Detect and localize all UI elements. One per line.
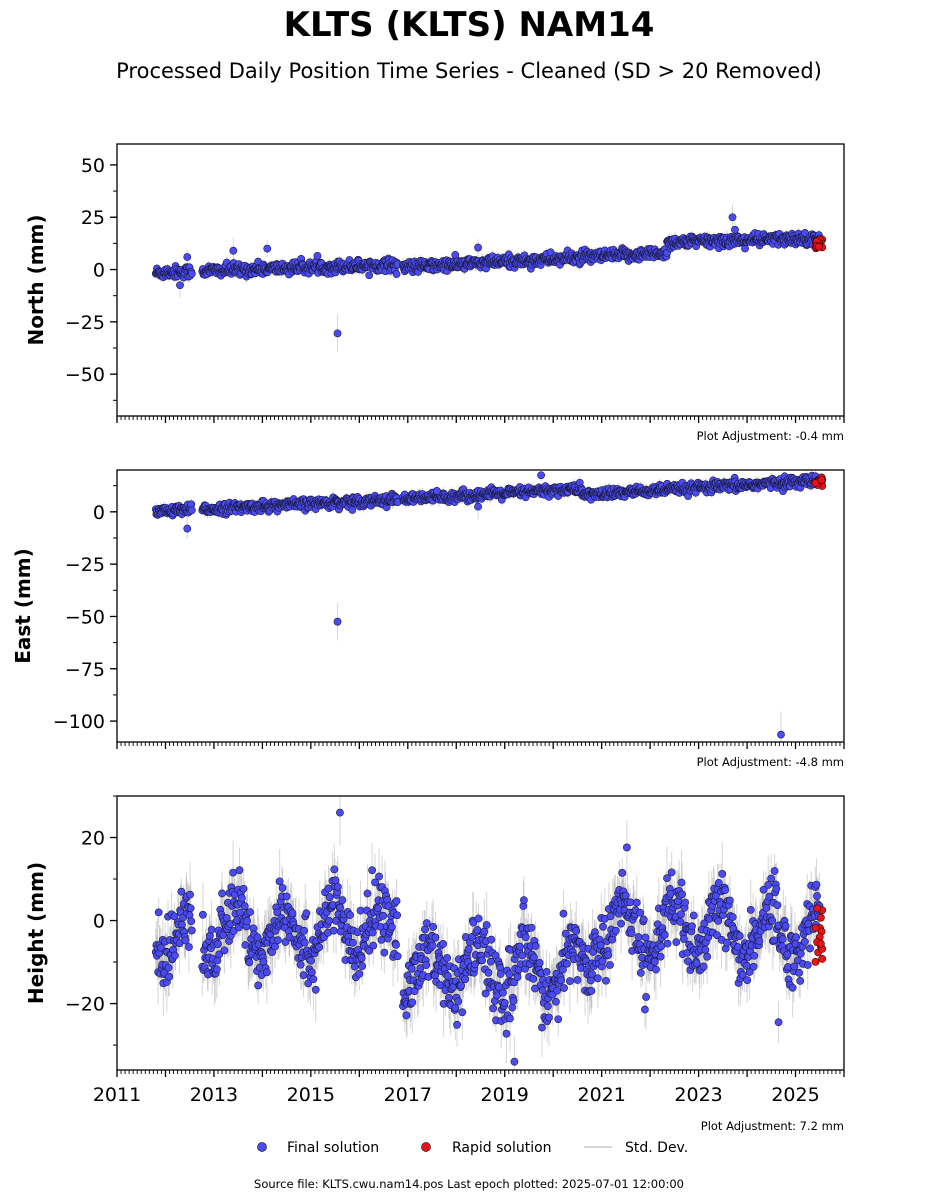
outlier-point [333,617,342,626]
final-point [546,248,555,257]
outlier-point [176,281,184,290]
final-point [365,271,374,280]
final-point [313,252,322,260]
final-solution-points [151,471,824,739]
figure-title: KLTS (KLTS) NAM14 [284,5,655,45]
outlier-point [333,329,342,338]
outlier-point [777,730,785,739]
rapid-solution-points [811,473,827,490]
plot-area [151,204,827,353]
final-point [392,270,401,279]
rapid-solution-points [811,235,827,253]
final-point [741,244,749,253]
y-tick-label: 0 [93,502,105,524]
final-point [348,506,357,514]
plot-area [151,796,827,1070]
plot-area [151,470,827,742]
outlier-point [263,244,272,253]
outlier-point [731,225,739,234]
outlier-point [474,243,482,252]
panel-2: 0 −25 −50 −75 −100 East (mm) Plot Adjustment: … [11,469,845,769]
y-tick-label: −100 [53,711,105,733]
outlier-point [183,253,192,261]
stddev-bars [155,204,820,353]
rapid-point [811,479,820,488]
outlier-point [728,213,737,222]
rapid-point [817,476,826,484]
y-tick-label: 50 [81,155,105,177]
outlier-point [229,246,238,255]
outlier-point [537,471,545,480]
axes-frame [116,143,845,417]
final-solution-points [151,213,824,338]
outlier-point [474,502,482,511]
rapid-point [814,242,823,251]
y-tick-label: −75 [65,659,105,681]
panel-1: 50 25 0 −25 −50 North (mm) Plot Adjustment: -0… [24,143,845,443]
plot-adjustment-note: Plot Adjustment: -0.4 mm [697,429,844,443]
y-tick-label: −25 [65,312,105,334]
y-tick-label: 0 [93,260,105,282]
y-tick-label: 25 [81,207,105,229]
y-tick-label: −25 [65,554,105,576]
y-axis-label: East (mm) [11,548,35,664]
y-tick-label: −50 [65,364,105,386]
outlier-point [183,524,192,533]
y-tick-label: −50 [65,606,105,628]
y-axis-label: North (mm) [24,214,48,345]
plot-adjustment-note: Plot Adjustment: -4.8 mm [697,755,844,769]
final-point [187,269,196,278]
figure-subtitle: Processed Daily Position Time Series - C… [116,59,822,83]
panels: 50 25 0 −25 −50 North (mm) Plot Adjustment: -0… [11,143,845,1133]
final-point [187,506,196,515]
outlier-point [432,487,441,495]
